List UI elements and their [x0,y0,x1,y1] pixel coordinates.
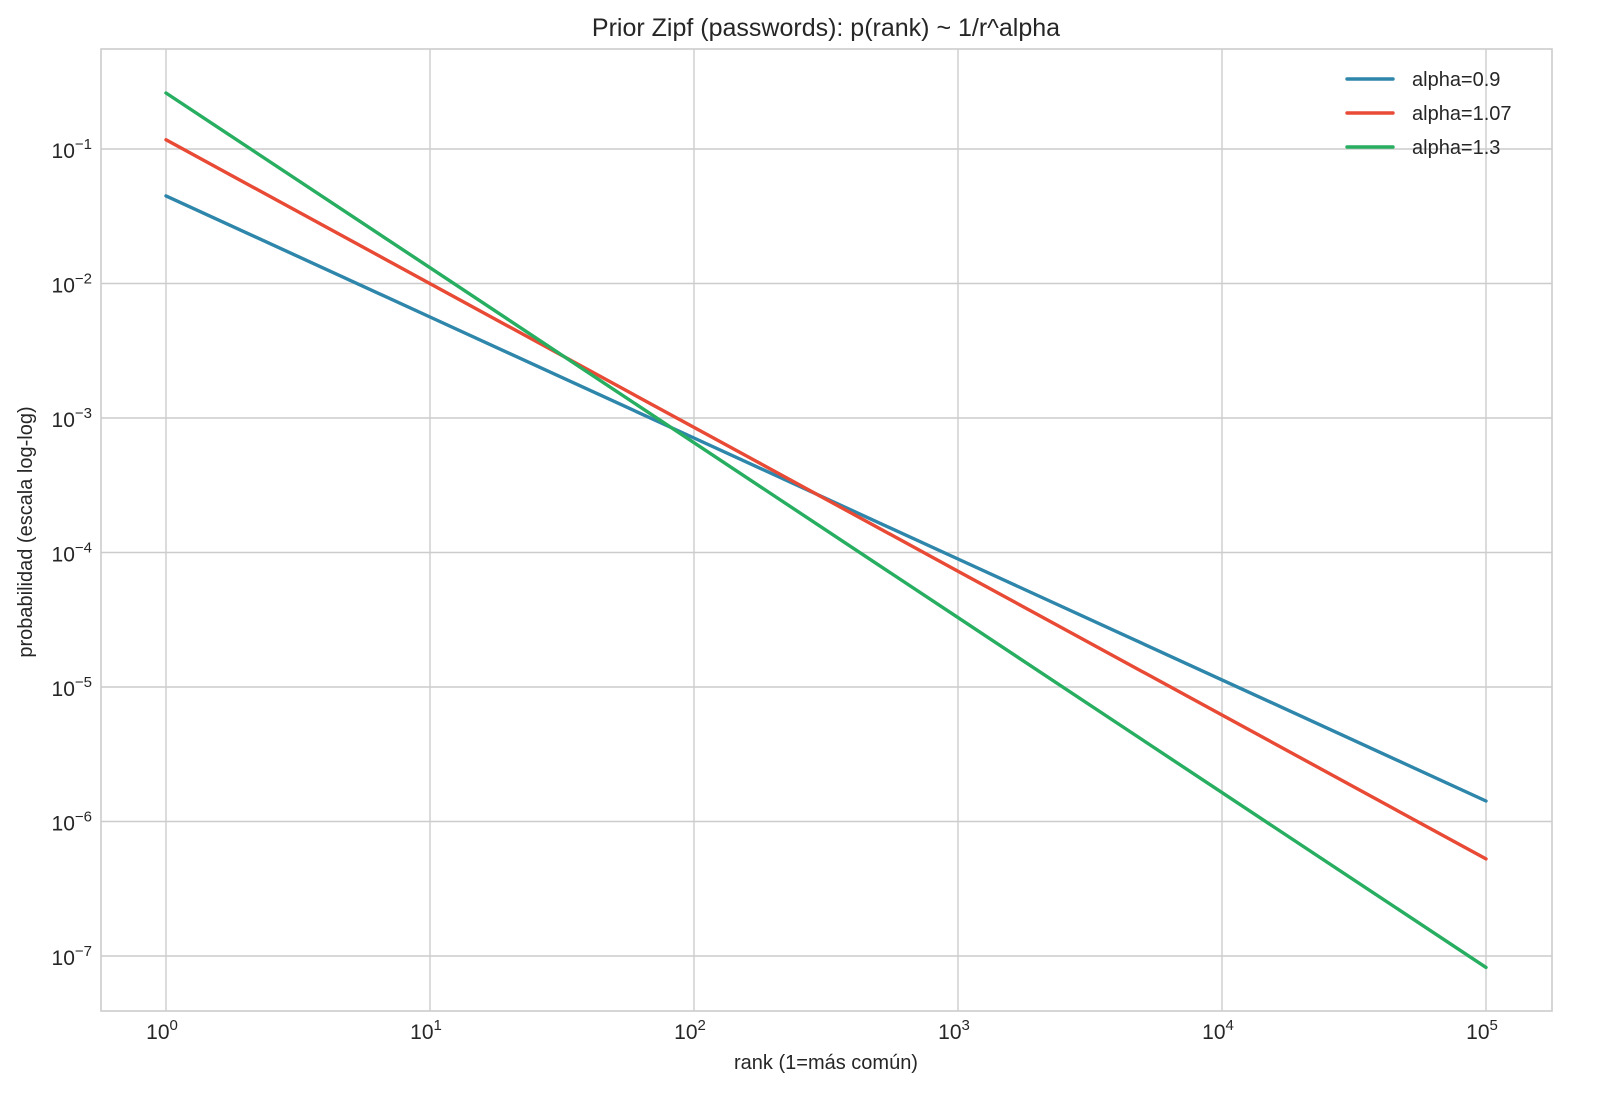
x-tick-label: 104 [1202,1017,1234,1044]
y-tick-label: 10−4 [52,540,92,567]
x-tick-label: 100 [146,1017,178,1044]
y-tick-label: 10−3 [52,405,92,432]
x-axis-ticks: 100 101 102 103 104 105 [146,1017,1498,1044]
legend-item: alpha=0.9 [1345,69,1500,91]
y-tick-label: 10−2 [52,271,92,298]
y-axis-ticks: 10−1 10−2 10−3 10−4 10−5 10−6 10−7 [52,136,92,970]
y-tick-label: 10−5 [52,674,92,701]
y-tick-label: 10−6 [52,809,92,836]
x-tick-label: 105 [1466,1017,1498,1044]
x-tick-label: 103 [938,1017,970,1044]
series-line-alpha-1-07 [164,138,1488,861]
legend-label: alpha=1.3 [1412,137,1500,159]
x-tick-label: 102 [674,1017,706,1044]
chart-title: Prior Zipf (passwords): p(rank) ~ 1/r^al… [592,14,1060,42]
legend-item: alpha=1.07 [1345,103,1512,125]
x-axis-label: rank (1=más común) [734,1052,918,1074]
legend-label: alpha=1.07 [1412,103,1512,125]
legend-label: alpha=0.9 [1412,69,1500,91]
y-axis-label: probabilidad (escala log-log) [15,406,37,657]
data-series [164,91,1488,970]
x-tick-label: 101 [410,1017,442,1044]
y-tick-label: 10−1 [52,136,92,163]
y-tick-label: 10−7 [52,943,92,970]
series-line-alpha-1-3 [164,91,1488,970]
plot-frame [100,48,1553,1012]
grid-lines [101,49,1552,1011]
legend-item: alpha=1.3 [1345,137,1500,159]
legend: alpha=0.9 alpha=1.07 alpha=1.3 [1345,69,1512,159]
